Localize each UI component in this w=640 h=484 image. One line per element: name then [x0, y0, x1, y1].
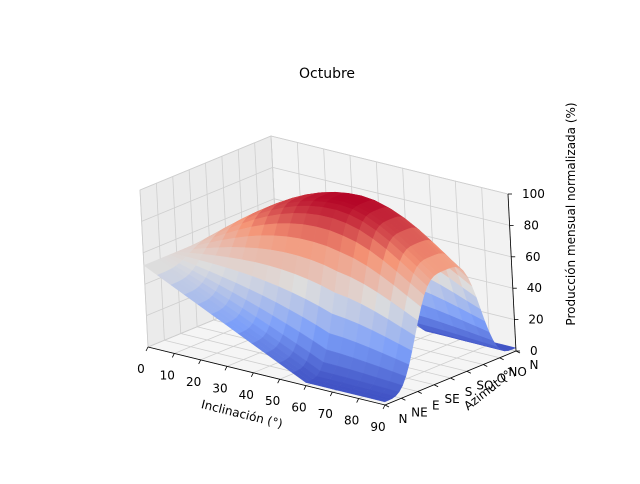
y-tick-label: N [399, 412, 408, 426]
y-tick [384, 404, 390, 408]
y-tick-label: NE [411, 405, 428, 419]
y-tick-label: NO [508, 365, 526, 379]
y-tick [466, 370, 472, 374]
y-tick-label: E [432, 399, 440, 413]
gridline-z-back [270, 135, 509, 195]
x-tick-label: 30 [212, 381, 227, 395]
x-tick-label: 80 [344, 414, 359, 428]
gridline-z-left [143, 198, 275, 254]
z-tick-label: 100 [522, 187, 545, 201]
x-tick-label: 0 [137, 362, 145, 376]
z-axis-line [507, 193, 517, 352]
gridline-x-back [481, 187, 491, 345]
gridline-z-back [272, 167, 510, 226]
surface-patch [371, 396, 390, 403]
x-tick-label: 90 [370, 420, 385, 434]
x-tick-label: 10 [160, 368, 175, 382]
y-tick-label: O [497, 372, 506, 386]
x-axis-line [147, 346, 386, 406]
chart-title: Octubre [299, 66, 355, 82]
z-tick-label: 60 [525, 250, 540, 264]
y-tick [499, 357, 504, 361]
y-tick [483, 364, 488, 367]
z-tick-label: 80 [524, 218, 539, 232]
surface-plot [143, 191, 517, 403]
gridline-y-left [139, 189, 149, 348]
x-tick [224, 366, 228, 371]
y-tick [433, 384, 439, 388]
y-tick [401, 397, 406, 401]
z-axis-label: Producción mensual normalizada (%) [564, 102, 578, 325]
y-tick-label: SO [476, 378, 493, 392]
x-tick-label: 20 [186, 375, 201, 389]
x-tick [250, 372, 254, 377]
x-tick [171, 353, 175, 358]
x-tick-label: 40 [239, 388, 254, 402]
z-tick-label: 40 [527, 281, 542, 295]
x-tick-label: 70 [318, 407, 333, 421]
y-tick-label: N [530, 358, 539, 372]
y-tick [417, 391, 422, 394]
z-tick-label: 0 [530, 344, 538, 358]
x-tick [356, 398, 360, 403]
x-tick-label: 60 [291, 401, 306, 415]
x-tick [145, 346, 149, 352]
gridline-z-left [141, 167, 273, 222]
x-tick [382, 404, 386, 410]
y-tick [450, 377, 455, 381]
x-tick-label: 50 [265, 394, 280, 408]
z-tick-label: 20 [528, 313, 543, 327]
gridline-z-left [139, 135, 272, 191]
x-tick [198, 359, 202, 365]
x-tick [303, 385, 307, 390]
ticks: 0 10 20 30 40 50 60 70 80 90N NE E SE S SO O NO N02040608… [137, 187, 545, 434]
x-tick [329, 391, 333, 397]
y-tick-label: SE [444, 392, 459, 406]
x-tick [277, 379, 281, 384]
y-tick-label: S [465, 385, 473, 399]
